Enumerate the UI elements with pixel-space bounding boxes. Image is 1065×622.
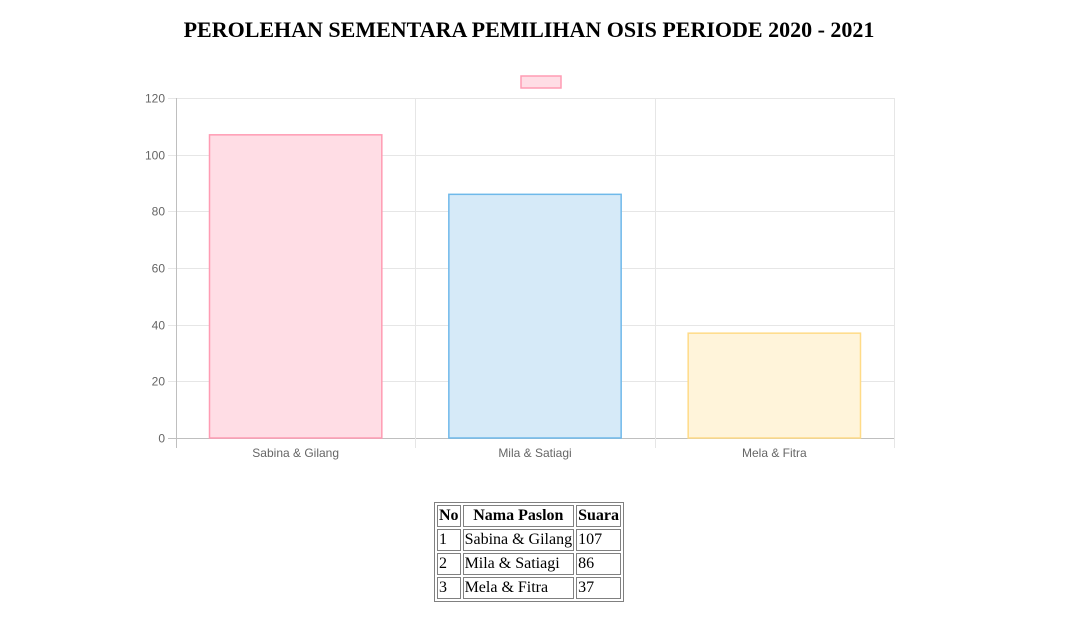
x-tick-label: Sabina & Gilang: [252, 446, 339, 460]
table-header-row: No Nama Paslon Suara: [437, 505, 622, 527]
results-table: No Nama Paslon Suara 1 Sabina & Gilang 1…: [434, 502, 625, 602]
column-header-suara: Suara: [576, 505, 622, 527]
cell-nama-paslon: Mela & Fitra: [462, 577, 575, 599]
y-tick-label: 120: [145, 92, 165, 106]
legend-swatch: [520, 75, 562, 89]
page-title: PEROLEHAN SEMENTARA PEMILIHAN OSIS PERIO…: [183, 17, 875, 42]
y-tick-label: 100: [145, 149, 165, 163]
y-tick-label: 80: [152, 205, 166, 219]
cell-nama-paslon: Sabina & Gilang: [462, 529, 575, 551]
table-row: 3 Mela & Fitra 37: [437, 577, 622, 599]
column-header-nama-paslon: Nama Paslon: [462, 505, 575, 527]
cell-suara: 86: [576, 553, 622, 575]
cell-suara: 107: [576, 529, 622, 551]
bar: [208, 134, 383, 439]
cell-no: 3: [437, 577, 461, 599]
table-row: 1 Sabina & Gilang 107: [437, 529, 622, 551]
y-tick-label: 20: [152, 375, 166, 389]
bar: [448, 193, 622, 439]
cell-no: 2: [437, 553, 461, 575]
bar: [687, 332, 862, 439]
y-tick-label: 60: [152, 262, 166, 276]
y-tick-label: 0: [158, 432, 165, 446]
y-tick-label: 40: [152, 319, 166, 333]
cell-suara: 37: [576, 577, 622, 599]
x-tick-label: Mila & Satiagi: [498, 446, 571, 460]
cell-no: 1: [437, 529, 461, 551]
x-tick-label: Mela & Fitra: [742, 446, 807, 460]
vote-bar-chart: 0 20 40 60 80 100 120 Sabina & Gilang Mila & Sat…: [145, 75, 895, 460]
cell-nama-paslon: Mila & Satiagi: [462, 553, 575, 575]
table-row: 2 Mila & Satiagi 86: [437, 553, 622, 575]
column-header-no: No: [437, 505, 461, 527]
chart-canvas: 0 20 40 60 80 100 120 Sabina & Gilang Mila & Sat…: [145, 75, 895, 460]
